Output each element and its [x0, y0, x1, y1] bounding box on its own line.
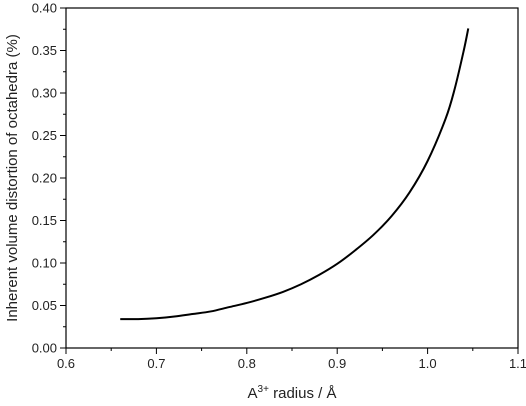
x-axis: 0.6 0.7 0.8 0.9 1.0 1.1 — [57, 348, 526, 371]
x-tick-label: 1.0 — [419, 356, 437, 371]
x-tick-label: 0.8 — [238, 356, 256, 371]
y-tick-label: 0.30 — [32, 86, 57, 101]
x-axis-title-rest: radius / Å — [269, 385, 337, 402]
x-axis-title: A3+ radius / Å — [248, 384, 337, 402]
y-tick-label: 0.20 — [32, 171, 57, 186]
y-tick-label: 0.25 — [32, 128, 57, 143]
y-tick-label: 0.05 — [32, 298, 57, 313]
y-tick-label: 0.35 — [32, 43, 57, 58]
x-tick-label: 0.9 — [328, 356, 346, 371]
series-line — [120, 28, 470, 321]
plot-frame — [65, 7, 519, 349]
x-tick-label: 0.6 — [57, 356, 75, 371]
y-tick-label: 0.15 — [32, 213, 57, 228]
x-tick-label: 0.7 — [147, 356, 165, 371]
x-tick-label: 1.1 — [509, 356, 526, 371]
y-axis: 0.00 0.05 0.10 0.15 0.20 0.25 0.30 0.35 0.40 — [32, 1, 66, 356]
y-tick-label: 0.40 — [32, 1, 57, 16]
x-axis-title-main: A — [248, 385, 258, 402]
series-layer — [120, 28, 470, 321]
x-axis-title-sup: 3+ — [258, 384, 270, 395]
y-tick-label: 0.00 — [32, 341, 57, 356]
y-tick-label: 0.10 — [32, 256, 57, 271]
y-axis-title: Inherent volume distortion of octahedra … — [4, 34, 21, 322]
